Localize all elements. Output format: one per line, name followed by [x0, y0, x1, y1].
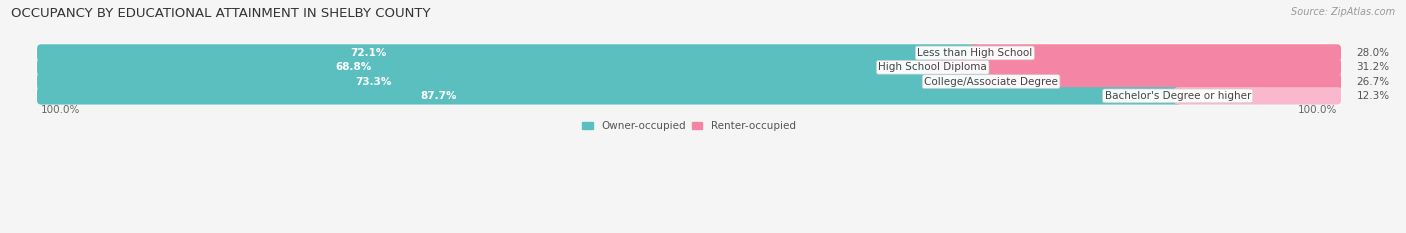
- FancyBboxPatch shape: [37, 44, 1341, 62]
- FancyBboxPatch shape: [37, 58, 936, 76]
- FancyBboxPatch shape: [1174, 87, 1341, 105]
- FancyBboxPatch shape: [929, 58, 1341, 76]
- FancyBboxPatch shape: [37, 87, 1181, 105]
- Text: High School Diploma: High School Diploma: [879, 62, 987, 72]
- Text: 12.3%: 12.3%: [1357, 91, 1389, 101]
- Text: 73.3%: 73.3%: [356, 77, 392, 87]
- Text: OCCUPANCY BY EDUCATIONAL ATTAINMENT IN SHELBY COUNTY: OCCUPANCY BY EDUCATIONAL ATTAINMENT IN S…: [11, 7, 430, 20]
- FancyBboxPatch shape: [987, 73, 1341, 90]
- Text: Less than High School: Less than High School: [917, 48, 1032, 58]
- Text: 100.0%: 100.0%: [1298, 105, 1337, 115]
- FancyBboxPatch shape: [970, 44, 1341, 62]
- Text: College/Associate Degree: College/Associate Degree: [924, 77, 1059, 87]
- FancyBboxPatch shape: [37, 73, 1341, 90]
- FancyBboxPatch shape: [37, 44, 980, 62]
- Text: 100.0%: 100.0%: [41, 105, 80, 115]
- Text: 28.0%: 28.0%: [1357, 48, 1389, 58]
- FancyBboxPatch shape: [37, 87, 1341, 105]
- Text: 26.7%: 26.7%: [1357, 77, 1389, 87]
- Text: Bachelor's Degree or higher: Bachelor's Degree or higher: [1105, 91, 1251, 101]
- Text: 31.2%: 31.2%: [1357, 62, 1389, 72]
- Legend: Owner-occupied, Renter-occupied: Owner-occupied, Renter-occupied: [578, 117, 800, 135]
- FancyBboxPatch shape: [37, 58, 1341, 76]
- Text: 68.8%: 68.8%: [335, 62, 371, 72]
- Text: 87.7%: 87.7%: [420, 91, 457, 101]
- FancyBboxPatch shape: [37, 73, 995, 90]
- Text: Source: ZipAtlas.com: Source: ZipAtlas.com: [1291, 7, 1395, 17]
- Text: 72.1%: 72.1%: [350, 48, 387, 58]
